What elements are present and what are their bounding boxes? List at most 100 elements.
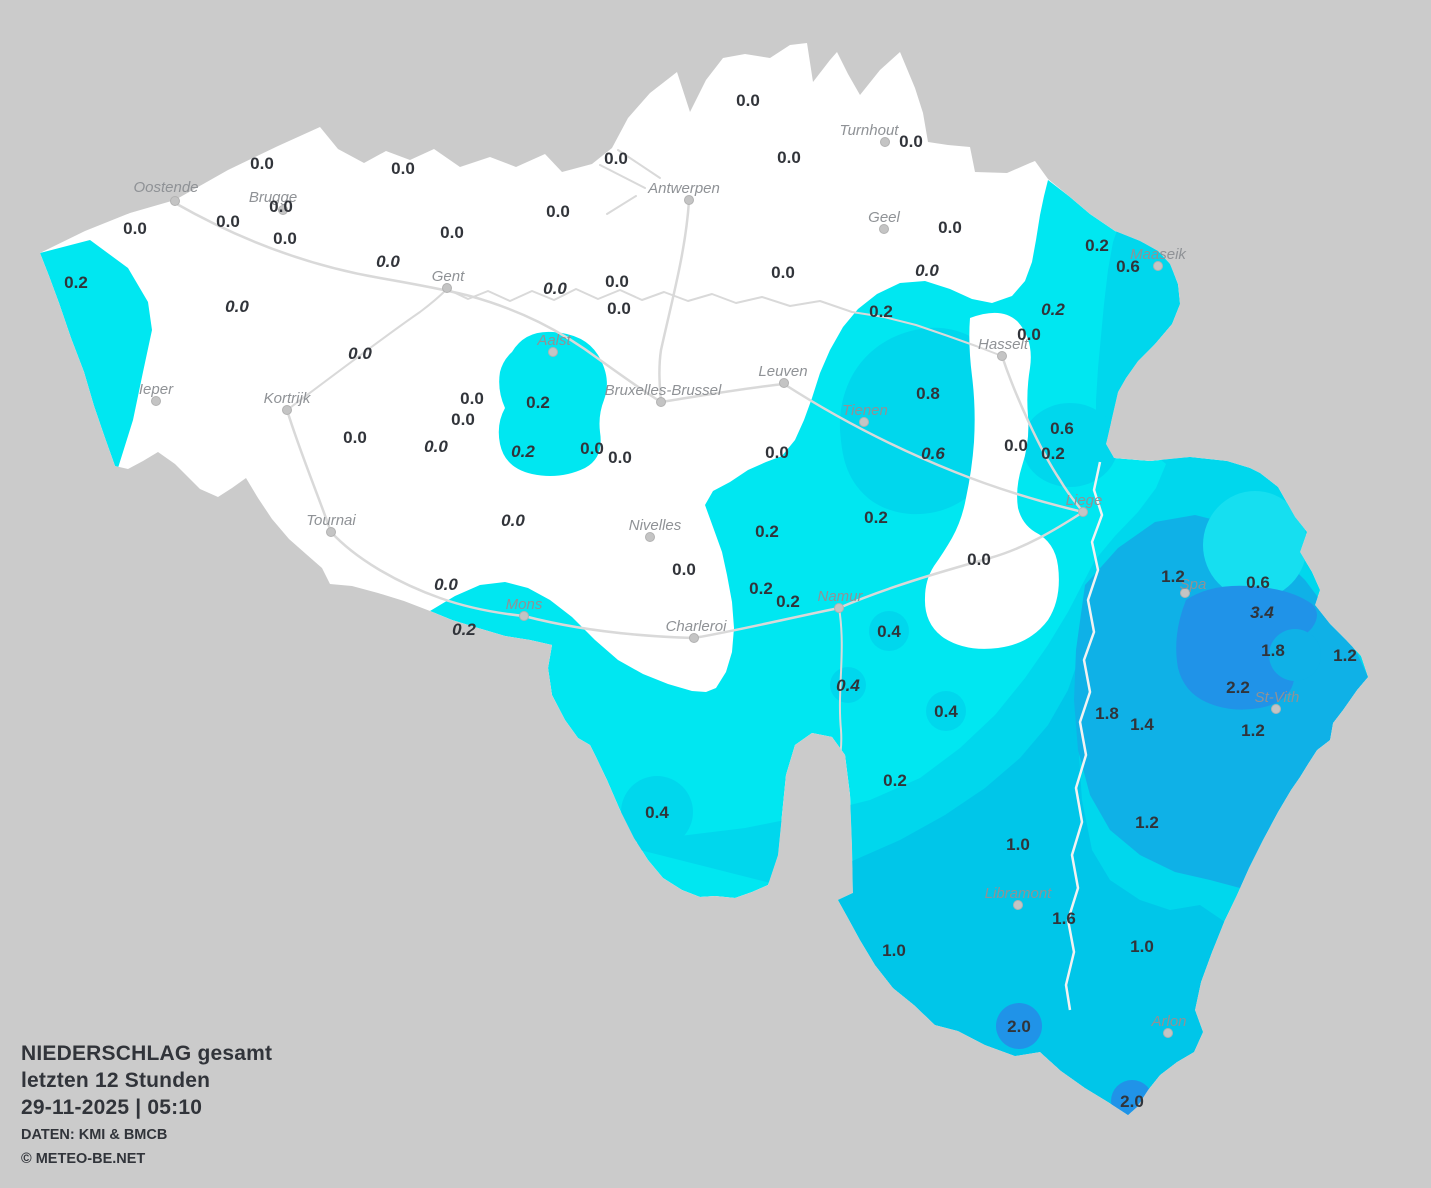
city-layer: Oostende Brugge Turnhout Antwerpen Geel Maase… [133,122,1299,1038]
city-label: St-Vith [1255,689,1300,706]
value-label: 0.0 [580,439,604,458]
region-verviers-light-pocket [1203,491,1307,599]
value-label: 1.2 [1135,813,1159,832]
value-label: 1.6 [1052,909,1076,928]
value-label: 0.0 [269,197,293,216]
value-label: 0.2 [864,508,888,527]
value-label: 0.0 [967,550,991,569]
value-label: 0.0 [343,428,367,447]
value-label: 0.2 [1041,444,1065,463]
value-label: 0.0 [501,511,525,530]
map-timestamp: 29-11-2025 | 05:10 [21,1096,203,1119]
city-dot [879,224,889,234]
value-label: 0.0 [899,132,923,151]
city-label: Nivelles [629,517,682,534]
city-dot [326,527,336,537]
value-label: 1.2 [1333,646,1357,665]
region-spot-04 [926,691,966,731]
city-dot [151,396,161,406]
value-label: 0.4 [645,803,669,822]
value-label: 0.6 [1116,257,1140,276]
region-dark-patch [1176,585,1317,710]
value-label: 2.2 [1226,678,1250,697]
city-label: Libramont [985,885,1053,902]
value-label: 2.0 [1007,1017,1031,1036]
province-border-line [1064,461,1104,1011]
city-label: Namur [817,588,863,605]
region-spot-04-botte [621,776,693,848]
city-label: Gent [432,268,465,285]
city-dot [442,283,452,293]
city-dot [1180,588,1190,598]
region-west-coast [40,240,152,468]
value-label: 0.6 [1050,419,1074,438]
city-dot [1013,900,1023,910]
value-label: 0.2 [526,393,550,412]
value-layer: 0.00.00.00.0 0.00.00.0 0.00.00.0 0.00.00.00… [64,91,1357,1111]
city-dot [656,397,666,407]
city-dot [1163,1028,1173,1038]
value-label: 0.0 [736,91,760,110]
city-dot [834,603,844,613]
city-dot [859,417,869,427]
value-label: 0.0 [608,448,632,467]
value-label: 1.0 [1006,835,1030,854]
value-label: 1.0 [882,941,906,960]
value-label: 0.2 [511,442,535,461]
value-label: 0.0 [546,202,570,221]
city-label: Hasselt [978,336,1029,353]
copyright-credit: © METEO-BE.NET [21,1151,146,1167]
value-label: 0.0 [1004,436,1028,455]
city-dot [282,405,292,415]
city-label: Leuven [758,363,807,380]
title-block: NIEDERSCHLAG gesamt letzten 12 Stunden 2… [21,1040,272,1169]
value-label: 1.2 [1241,721,1265,740]
region-maaseik-patch [1096,222,1180,442]
city-label: Bruxelles-Brussel [605,382,722,399]
city-label: Mons [506,596,543,613]
city-dot [1153,261,1163,271]
value-label: 0.2 [1041,300,1065,319]
value-label: 0.2 [869,302,893,321]
city-label: Ieper [139,381,174,398]
city-label: Oostende [133,179,198,196]
roads-layer [173,149,1085,793]
region-spot-20 [996,1003,1042,1049]
value-label: 1.0 [1130,937,1154,956]
value-label: 0.6 [1246,573,1270,592]
city-label: Antwerpen [647,180,720,197]
value-label: 0.2 [749,579,773,598]
city-dot [1078,507,1088,517]
map-title-line2: letzten 12 Stunden [21,1069,211,1092]
value-label: 1.2 [1161,567,1185,586]
value-label: 0.6 [921,444,945,463]
map-title-line1: NIEDERSCHLAG gesamt [21,1042,273,1065]
city-dot [689,633,699,643]
city-dot [997,351,1007,361]
region-south-band2 [752,625,1225,1115]
city-dot [684,195,694,205]
value-label: 0.4 [877,622,901,641]
value-label: 3.4 [1250,603,1274,622]
value-label: 0.0 [273,229,297,248]
city-dot [880,137,890,147]
value-label: 0.0 [938,218,962,237]
city-label: Maaseik [1130,246,1187,263]
value-label: 0.0 [376,252,400,271]
region-spot-04 [869,611,909,651]
region-liege-nw-patch [1022,403,1118,487]
city-label: Brugge [249,189,297,206]
value-label: 0.0 [915,261,939,280]
region-tienen-patch [839,327,1010,515]
value-label: 0.0 [216,212,240,231]
city-dot [1271,704,1281,714]
value-label: 1.8 [1095,704,1119,723]
city-dot [779,378,789,388]
city-dot [170,196,180,206]
city-label: Aalst [536,332,571,349]
value-label: 0.0 [123,219,147,238]
value-label: 0.0 [434,575,458,594]
city-label: Geel [868,209,900,226]
value-label: 0.2 [452,620,476,639]
